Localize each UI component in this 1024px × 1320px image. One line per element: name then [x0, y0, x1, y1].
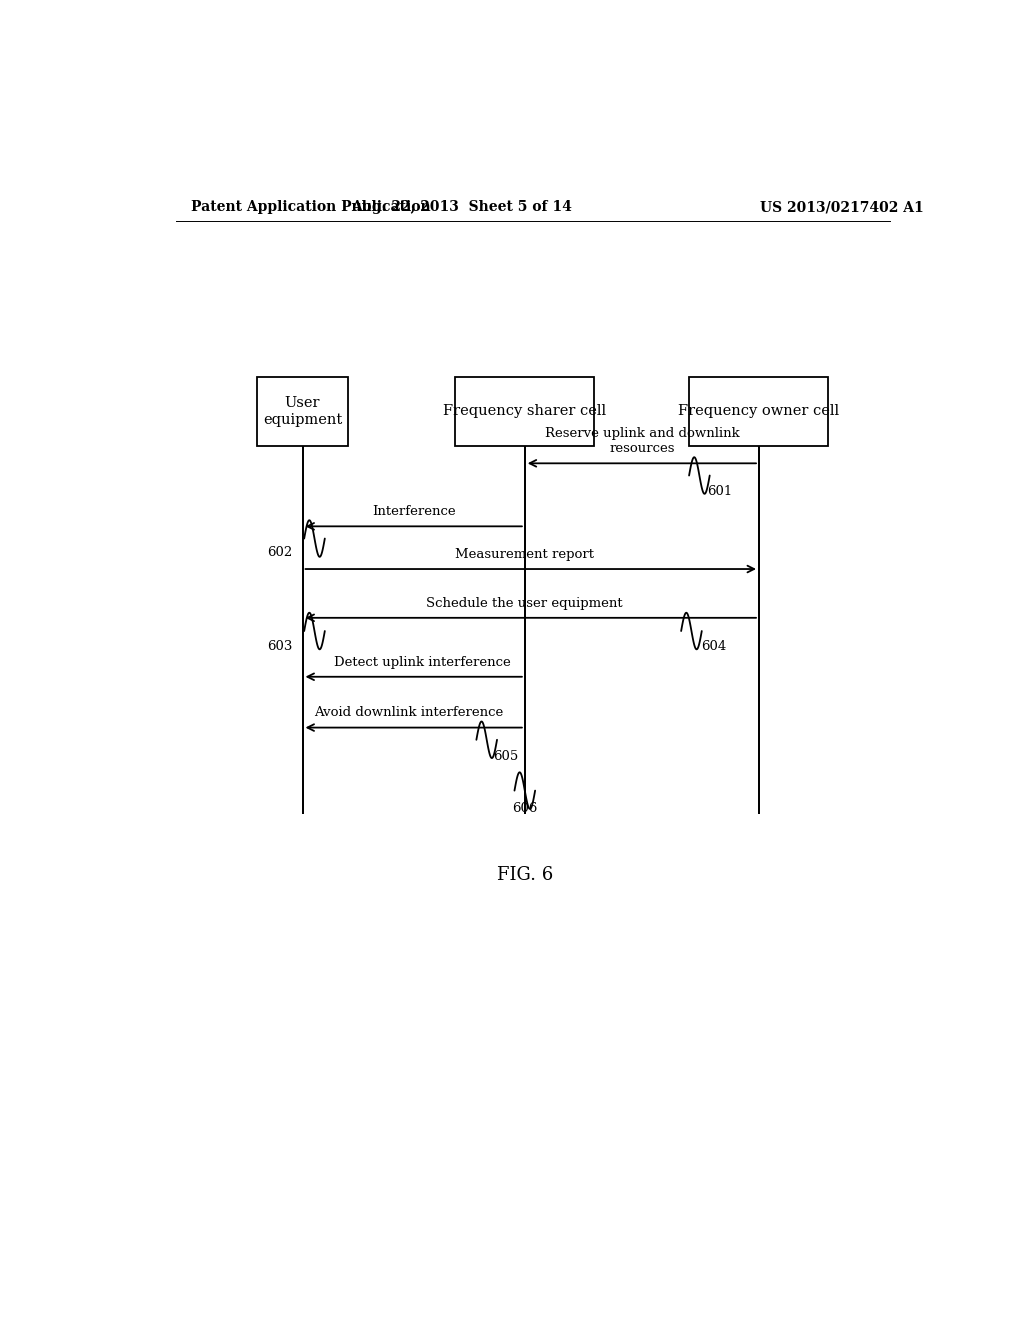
Text: 606: 606 — [512, 803, 538, 816]
Text: 601: 601 — [708, 486, 732, 498]
FancyBboxPatch shape — [456, 378, 594, 446]
Text: Frequency owner cell: Frequency owner cell — [678, 404, 840, 418]
Text: Reserve uplink and downlink
resources: Reserve uplink and downlink resources — [545, 428, 739, 455]
FancyBboxPatch shape — [689, 378, 828, 446]
Text: Interference: Interference — [372, 506, 456, 519]
Text: 605: 605 — [494, 750, 518, 763]
FancyBboxPatch shape — [257, 378, 348, 446]
Text: Schedule the user equipment: Schedule the user equipment — [426, 597, 624, 610]
Text: 602: 602 — [267, 546, 292, 560]
Text: 603: 603 — [267, 640, 292, 653]
Text: US 2013/0217402 A1: US 2013/0217402 A1 — [761, 201, 924, 214]
Text: Patent Application Publication: Patent Application Publication — [191, 201, 431, 214]
Text: Detect uplink interference: Detect uplink interference — [334, 656, 511, 669]
Text: User
equipment: User equipment — [263, 396, 342, 426]
Text: Measurement report: Measurement report — [456, 548, 594, 561]
Text: FIG. 6: FIG. 6 — [497, 866, 553, 884]
Text: Aug. 22, 2013  Sheet 5 of 14: Aug. 22, 2013 Sheet 5 of 14 — [351, 201, 571, 214]
Text: 604: 604 — [701, 640, 726, 653]
Text: Frequency sharer cell: Frequency sharer cell — [443, 404, 606, 418]
Text: Avoid downlink interference: Avoid downlink interference — [314, 706, 504, 719]
